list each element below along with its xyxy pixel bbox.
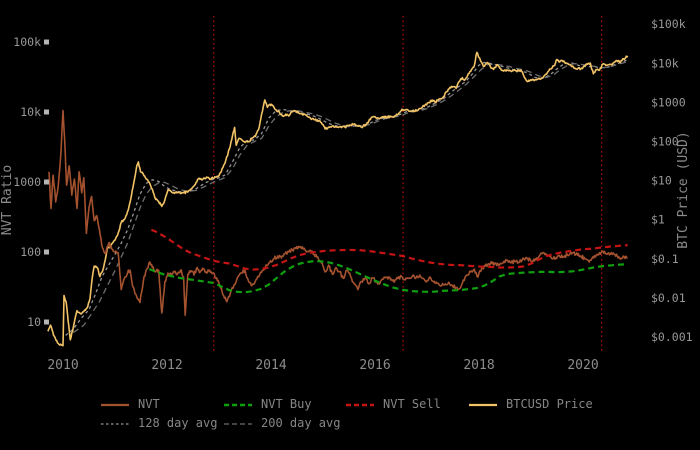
axis-ticks: 100k 10k 1000 100 10 $100k $10k $1000 $100 $10 $1 $… [13, 17, 692, 373]
left-tick-label: 1000 [13, 175, 41, 189]
series-line-btcusd-price [47, 51, 629, 347]
left-tick-square [44, 179, 49, 185]
left-tick-label: 100 [20, 245, 41, 259]
legend-swatch [346, 403, 374, 406]
x-tick-label: 2014 [255, 358, 286, 373]
x-tick-label: 2010 [47, 358, 78, 373]
left-tick-square [44, 249, 49, 255]
left-tick-square [44, 39, 49, 45]
right-tick-label: $100k [651, 17, 686, 31]
legend-item-nvt-buy[interactable]: NVT Buy [223, 397, 312, 412]
legend-label: 200 day avg [261, 416, 341, 430]
halving-lines [213, 16, 603, 352]
x-tick-label: 2016 [359, 358, 390, 373]
series-line-200-day-avg [73, 61, 628, 334]
right-tick-label: $100 [651, 135, 679, 149]
right-tick-label: $10 [651, 174, 672, 188]
legend-label: BTCUSD Price [506, 397, 593, 411]
legend-swatch [224, 403, 252, 406]
legend-item-nvt-sell[interactable]: NVT Sell [345, 397, 441, 412]
legend-item-128-day-avg[interactable]: 128 day avg [100, 416, 217, 431]
legend-label: 128 day avg [138, 416, 218, 430]
legend-swatch [101, 422, 129, 425]
legend-label: NVT Sell [383, 397, 441, 411]
x-tick-label: 2012 [151, 358, 182, 373]
left-tick-square [44, 319, 49, 325]
legend-swatch [101, 403, 129, 406]
legend-item-btcusd-price[interactable]: BTCUSD Price [468, 397, 593, 412]
series-line-nvt-sell [150, 228, 628, 271]
right-tick-label: $0.01 [651, 291, 686, 305]
right-tick-label: $1 [651, 213, 665, 227]
legend-label: NVT [138, 397, 160, 411]
legend-swatch [469, 403, 497, 406]
series-lines [47, 51, 629, 347]
left-tick-label: 100k [13, 35, 41, 49]
series-line-nvt [48, 109, 628, 317]
right-tick-label: $10k [651, 56, 679, 70]
x-tick-label: 2018 [463, 358, 494, 373]
right-tick-label: $1000 [651, 95, 686, 109]
left-axis-title: NVT Ratio [0, 165, 15, 235]
left-tick-label: 10k [20, 105, 41, 119]
legend-item-200-day-avg[interactable]: 200 day avg [223, 416, 340, 431]
legend-swatch [224, 422, 252, 425]
x-tick-label: 2020 [567, 358, 598, 373]
right-axis-title: BTC Price (USD) [676, 131, 691, 248]
left-tick-label: 10 [27, 315, 41, 329]
legend-label: NVT Buy [261, 397, 312, 411]
right-tick-label: $0.1 [651, 252, 679, 266]
legend-item-nvt[interactable]: NVT [100, 397, 160, 412]
right-tick-label: $0.001 [651, 330, 693, 344]
left-tick-square [44, 109, 49, 115]
series-line-128-day-avg [65, 58, 628, 336]
